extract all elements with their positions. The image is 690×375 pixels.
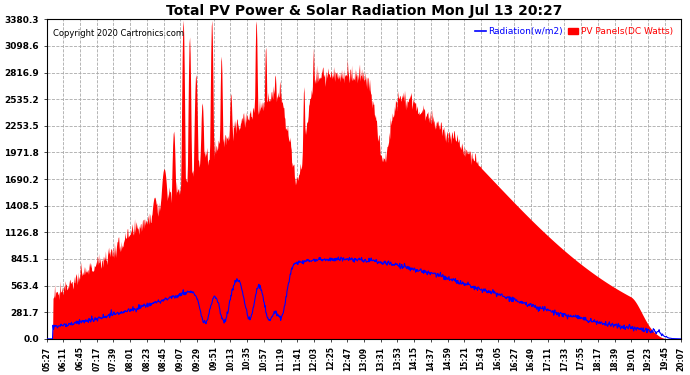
Title: Total PV Power & Solar Radiation Mon Jul 13 20:27: Total PV Power & Solar Radiation Mon Jul… [166,4,562,18]
Legend: Radiation(w/m2), PV Panels(DC Watts): Radiation(w/m2), PV Panels(DC Watts) [471,24,677,40]
Text: Copyright 2020 Cartronics.com: Copyright 2020 Cartronics.com [53,29,184,38]
